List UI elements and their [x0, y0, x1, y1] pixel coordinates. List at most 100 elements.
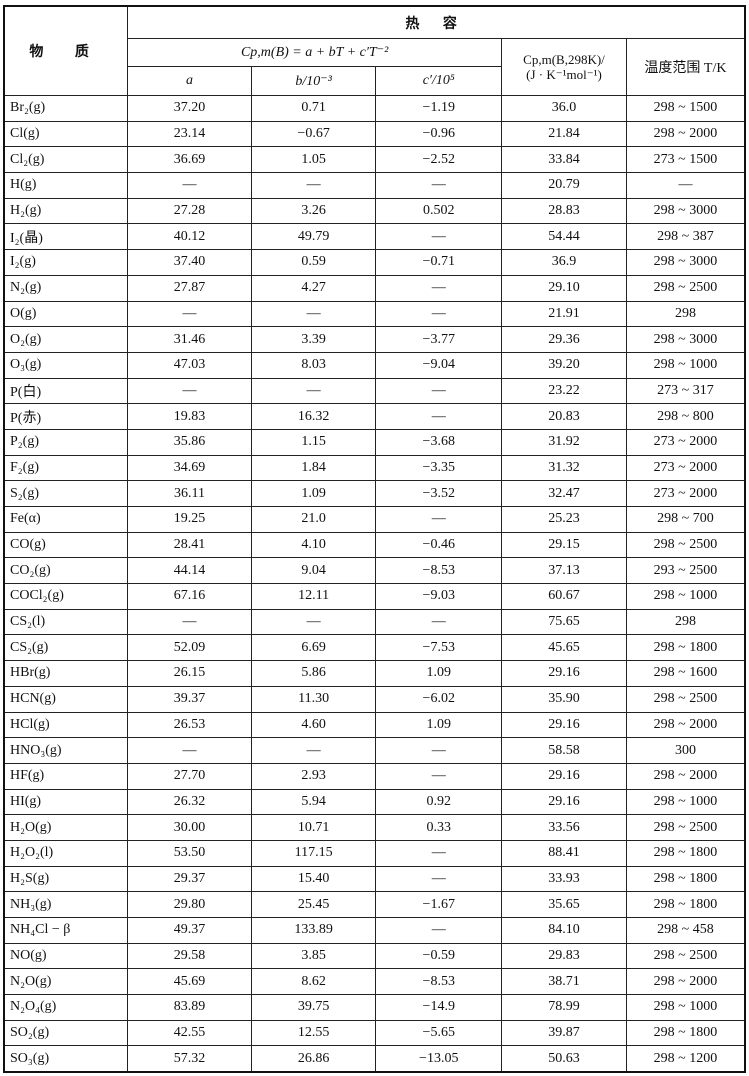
cell-temp-range: 298 ~ 1800 [625, 839, 746, 867]
cell-a: — [127, 172, 252, 199]
header-cp298: Cp,m(B,298K)/ (J · K⁻¹mol⁻¹) [501, 38, 627, 96]
cell-c: — [375, 223, 503, 251]
cell-cp298: 21.84 [501, 120, 627, 148]
table-row: O₂(g) 31.46 3.39 −3.77 29.36 298 ~ 3000 [3, 326, 746, 353]
cell-c: −7.53 [375, 634, 503, 662]
cell-b: 11.30 [250, 685, 377, 713]
cell-c: −8.53 [375, 968, 503, 996]
cell-a: 40.12 [127, 223, 252, 251]
table-row: NH₃(g) 29.80 25.45 −1.67 35.65 298 ~ 1800 [3, 891, 746, 918]
cell-b: 4.27 [250, 274, 377, 302]
cell-cp298: 45.65 [501, 634, 627, 662]
table-row: HF(g) 27.70 2.93—29.16 298 ~ 2000 [3, 762, 746, 790]
cell-c: −9.03 [375, 583, 503, 610]
cell-substance: I₂(g) [3, 249, 129, 276]
table-row: P₂(g) 35.86 1.15 −3.68 31.92 273 ~ 2000 [3, 428, 746, 456]
cell-substance: H₂O(g) [3, 814, 129, 841]
cell-a: 29.37 [127, 865, 252, 893]
cell-a: — [127, 737, 252, 764]
cell-substance: NH₄Cl − β [3, 917, 129, 944]
table-row: HCl(g) 26.53 4.60 1.09 29.16 298 ~ 2000 [3, 711, 746, 739]
cell-substance: HBr(g) [3, 660, 129, 687]
cell-a: 34.69 [127, 454, 252, 482]
cell-substance: H₂(g) [3, 197, 129, 225]
cell-temp-range: 298 ~ 2000 [625, 968, 746, 996]
table-row: Cl₂(g) 36.69 1.05 −2.52 33.84 273 ~ 1500 [3, 146, 746, 174]
cell-a: 29.80 [127, 891, 252, 918]
header-formula: Cp,m(B) = a + bT + c′T⁻² [127, 38, 503, 67]
cell-b: 16.32 [250, 403, 377, 430]
cell-temp-range: 273 ~ 2000 [625, 480, 746, 507]
cell-temp-range: 298 ~ 2500 [625, 531, 746, 559]
cell-c: −3.52 [375, 480, 503, 507]
heat-capacity-table: 物 质 热 容 Cp,m(B) = a + bT + c′T⁻² Cp,m(B,… [3, 5, 746, 1074]
cell-c: −8.53 [375, 557, 503, 585]
cell-cp298: 29.16 [501, 711, 627, 739]
cell-a: 37.20 [127, 95, 252, 122]
cell-b: −0.67 [250, 120, 377, 148]
cell-b: 133.89 [250, 917, 377, 944]
cell-b: 3.26 [250, 197, 377, 225]
cell-cp298: 29.16 [501, 788, 627, 816]
cell-cp298: 20.83 [501, 403, 627, 430]
cell-temp-range: 298 ~ 1000 [625, 788, 746, 816]
cell-temp-range: 298 ~ 1800 [625, 865, 746, 893]
cell-b: 1.15 [250, 428, 377, 456]
cell-c: — [375, 839, 503, 867]
cell-a: — [127, 608, 252, 636]
cell-cp298: 50.63 [501, 1045, 627, 1073]
table-row: CS₂(g) 52.09 6.69 −7.53 45.65 298 ~ 1800 [3, 634, 746, 662]
cell-substance: SO₃(g) [3, 1045, 129, 1073]
cell-a: 31.46 [127, 326, 252, 353]
table-row: N₂O₄(g) 83.89 39.75 −14.9 78.99 298 ~ 1000 [3, 994, 746, 1021]
cell-a: 27.70 [127, 762, 252, 790]
cell-temp-range: 298 ~ 1600 [625, 660, 746, 687]
table-row: I₂(晶) 40.12 49.79—54.44 298 ~ 387 [3, 223, 746, 251]
cell-cp298: 58.58 [501, 737, 627, 764]
cell-cp298: 21.91 [501, 300, 627, 328]
cell-temp-range: 273 ~ 2000 [625, 428, 746, 456]
cell-temp-range: 298 ~ 2000 [625, 120, 746, 148]
table-row: Br₂(g) 37.20 0.71 −1.19 36.0 298 ~ 1500 [3, 95, 746, 122]
header-cp298-line2: (J · K⁻¹mol⁻¹) [526, 67, 602, 82]
cell-substance: NO(g) [3, 942, 129, 970]
table-row: CO(g) 28.41 4.10 −0.46 29.15 298 ~ 2500 [3, 531, 746, 559]
cell-substance: Fe(α) [3, 506, 129, 533]
cell-substance: I₂(晶) [3, 223, 129, 251]
cell-b: 49.79 [250, 223, 377, 251]
cell-cp298: 60.67 [501, 583, 627, 610]
cell-temp-range: 298 ~ 2500 [625, 814, 746, 841]
cell-cp298: 29.36 [501, 326, 627, 353]
table-row: H₂O(g) 30.00 10.71 0.33 33.56 298 ~ 2500 [3, 814, 746, 841]
cell-cp298: 29.16 [501, 660, 627, 687]
cell-cp298: 23.22 [501, 377, 627, 405]
cell-temp-range: 298 ~ 1500 [625, 95, 746, 122]
cell-substance: O(g) [3, 300, 129, 328]
table-row: Cl(g) 23.14 −0.67 −0.96 21.84 298 ~ 2000 [3, 120, 746, 148]
cell-a: 45.69 [127, 968, 252, 996]
cell-a: 57.32 [127, 1045, 252, 1073]
table-row: CO₂(g) 44.14 9.04 −8.53 37.13 293 ~ 2500 [3, 557, 746, 585]
cell-c: 0.33 [375, 814, 503, 841]
table-row: I₂(g) 37.40 0.59 −0.71 36.9 298 ~ 3000 [3, 249, 746, 276]
table-row: HBr(g) 26.15 5.86 1.09 29.16 298 ~ 1600 [3, 660, 746, 687]
cell-b: 8.03 [250, 351, 377, 379]
cell-a: — [127, 300, 252, 328]
cell-temp-range: 298 ~ 458 [625, 917, 746, 944]
cell-temp-range: 298 ~ 2000 [625, 711, 746, 739]
cell-b: 5.86 [250, 660, 377, 687]
cell-temp-range: 298 ~ 1000 [625, 994, 746, 1021]
cell-a: 26.15 [127, 660, 252, 687]
cell-substance: P₂(g) [3, 428, 129, 456]
cell-b: 3.85 [250, 942, 377, 970]
cell-a: 30.00 [127, 814, 252, 841]
cell-a: 53.50 [127, 839, 252, 867]
cell-cp298: 36.9 [501, 249, 627, 276]
cell-substance: H₂O₂(l) [3, 839, 129, 867]
cell-cp298: 88.41 [501, 839, 627, 867]
header-b: b/10⁻³ [250, 66, 377, 96]
cell-temp-range: 293 ~ 2500 [625, 557, 746, 585]
cell-substance: NH₃(g) [3, 891, 129, 918]
cell-c: — [375, 737, 503, 764]
cell-cp298: 39.20 [501, 351, 627, 379]
